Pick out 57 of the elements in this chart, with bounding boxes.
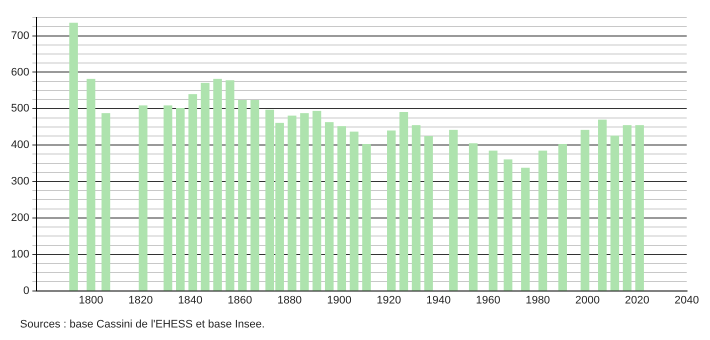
bar xyxy=(449,130,458,291)
x-tick-label: 1840 xyxy=(178,294,203,306)
x-tick-label: 1800 xyxy=(78,294,104,306)
y-tick-label: 700 xyxy=(10,30,30,42)
bar xyxy=(213,78,222,291)
bar xyxy=(538,150,548,291)
x-tick-label: 1860 xyxy=(228,294,252,306)
bar xyxy=(312,110,322,291)
bar xyxy=(558,144,567,291)
bar xyxy=(86,78,96,291)
x-tick-label: 1900 xyxy=(326,294,352,306)
x-tick-label: 1820 xyxy=(128,294,153,306)
x-tick-label: 2020 xyxy=(624,294,650,306)
x-tick-label: 1940 xyxy=(426,294,451,306)
x-tick-label: 1920 xyxy=(376,294,402,306)
y-tick-label: 600 xyxy=(10,66,30,78)
bar xyxy=(102,113,110,291)
bar xyxy=(504,159,512,291)
bar xyxy=(288,116,296,291)
bar xyxy=(69,22,78,291)
y-tick-label: 100 xyxy=(10,248,30,260)
bar xyxy=(138,105,148,291)
bar xyxy=(399,112,408,291)
x-tick-label: 2040 xyxy=(674,294,700,306)
bar xyxy=(424,136,433,291)
y-tick-label: 500 xyxy=(10,102,30,115)
bar xyxy=(350,132,358,291)
bar xyxy=(610,136,620,291)
bar xyxy=(300,113,309,291)
bar xyxy=(188,94,198,291)
y-tick-label: 200 xyxy=(10,212,30,224)
bar xyxy=(598,120,607,291)
bar xyxy=(580,130,590,291)
bar xyxy=(468,143,478,291)
x-tick-label: 1880 xyxy=(277,294,302,306)
bar xyxy=(635,125,644,291)
source-note: Sources : base Cassini de l'EHESS et base Insee. xyxy=(20,318,265,331)
bar xyxy=(226,80,234,291)
bar xyxy=(412,125,421,291)
bar xyxy=(337,126,346,291)
x-tick-label: 1980 xyxy=(526,294,550,306)
x-tick-label: 2000 xyxy=(575,294,600,306)
bar xyxy=(250,100,260,291)
bar xyxy=(622,125,632,291)
bar xyxy=(238,100,247,291)
bar xyxy=(387,130,396,291)
bar xyxy=(362,144,371,291)
x-tick-label: 1960 xyxy=(476,294,500,306)
bar xyxy=(521,168,530,291)
y-tick-label: 0 xyxy=(23,284,30,297)
bar xyxy=(164,105,172,291)
y-tick-label: 300 xyxy=(10,176,30,188)
bar xyxy=(176,108,185,291)
bar xyxy=(324,122,334,291)
bar xyxy=(200,82,210,291)
bar xyxy=(488,150,498,291)
y-tick-label: 400 xyxy=(10,139,30,152)
